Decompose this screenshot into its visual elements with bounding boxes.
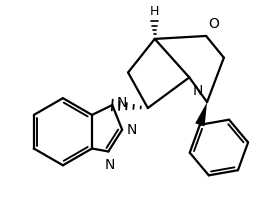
Text: O: O [208, 17, 219, 31]
Text: N: N [116, 96, 126, 110]
Text: N: N [127, 123, 137, 137]
Text: H: H [150, 5, 159, 18]
Text: N: N [104, 158, 114, 172]
Polygon shape [195, 102, 207, 126]
Text: N: N [192, 84, 203, 98]
